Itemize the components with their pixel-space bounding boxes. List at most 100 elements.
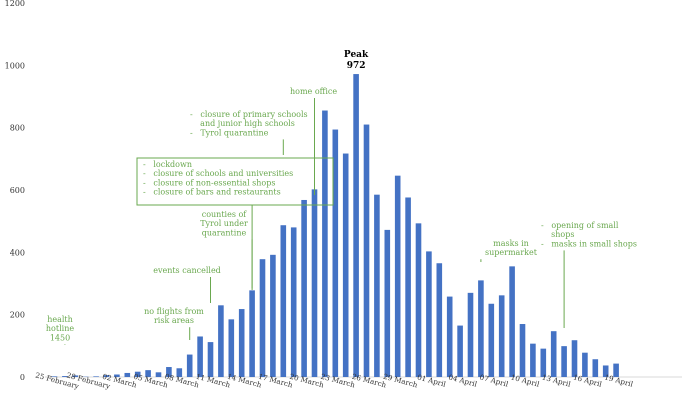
bar [124,372,131,377]
bar [384,229,391,377]
y-axis-ticks: 0 200 400 600 800 1000 1200 [5,0,25,382]
bar [488,303,495,377]
bar [186,354,193,377]
annotation-text: no flights from [144,307,204,316]
bar [582,352,588,377]
peak-label: Peak [344,50,369,60]
annotation-text: Tyrol under [200,219,248,228]
annotation-small-shops: - opening of small shops- masks in small… [541,221,637,328]
bar [540,348,547,377]
peak-annotation: Peak 972 [344,50,369,71]
bar [457,325,463,377]
bar [519,324,526,377]
annotation-text: home office [290,87,337,96]
annotation-text: hotline [46,324,74,333]
bar [363,124,370,377]
bar [613,363,619,377]
bar [290,227,297,377]
bar [592,359,599,377]
y-tick-label: 800 [10,124,25,133]
x-tick-label: 26 March [351,372,388,390]
annotation-box [136,157,334,206]
y-tick-label: 400 [10,248,25,257]
annotation-text: - closure of bars and restaurants [143,188,281,197]
x-tick-label: 08 March [164,372,201,390]
bar [561,346,567,377]
y-tick-label: 600 [10,186,25,195]
bar [311,189,318,377]
bar [155,372,162,377]
bar [530,343,536,377]
annotation-text: - Tyrol quarantine [190,128,269,137]
bar [571,340,578,377]
bar [93,376,99,377]
bar [415,223,422,377]
bar [467,292,474,377]
annotation-text: and junior high schools [190,119,295,128]
bar [145,370,151,377]
annotation-text: supermarket [485,248,538,257]
x-tick-label: 23 March [320,372,357,390]
bar [134,371,141,377]
bar [301,199,307,377]
bar [550,331,557,377]
bar [259,259,266,377]
annotation-text: - opening of small [541,221,619,230]
bar [218,305,224,377]
bar [405,197,411,377]
x-tick-label: 01 April [416,372,447,388]
annotation-text: shops [541,230,574,239]
bar [238,309,245,377]
bars-group [51,74,619,378]
bar [374,194,380,377]
x-tick-label: 07 April [479,372,510,388]
x-tick-label: 16 April [572,372,603,388]
x-tick-label: 20 March [289,372,326,390]
bar [353,74,359,377]
bar [426,251,432,377]
bar [197,336,203,377]
x-tick-label: 10 April [510,372,541,388]
bar [62,376,68,377]
x-tick-label: 13 April [541,372,572,388]
bar [176,368,183,377]
y-tick-label: 1200 [5,0,25,8]
x-tick-label: 04 April [447,372,478,388]
bar [436,263,443,377]
bar [249,290,255,377]
bar [280,225,287,377]
annotation-events-cancelled: events cancelled [153,266,221,303]
bar [332,129,339,377]
bar [322,110,328,378]
annotation-text: counties of [202,210,248,219]
annotation-text: - masks in small shops [541,239,637,248]
bar [72,375,79,377]
bar [509,266,515,377]
annotation-text: health [47,315,73,324]
annotation-text: 1450 [50,333,70,342]
x-tick-label: 19 April [603,372,634,388]
y-tick-label: 0 [20,373,25,382]
annotation-text: quarantine [202,228,247,237]
bar [342,153,349,377]
bar [228,319,235,377]
bar [103,375,110,377]
annotation-text: - lockdown [143,160,192,169]
annotation-home-office: home office [290,87,337,195]
y-tick-label: 1000 [5,61,25,70]
bar [270,254,276,377]
bar [207,342,214,377]
annotation-text: risk areas [154,316,194,325]
x-tick-label: 17 March [257,372,294,390]
bar [394,175,401,377]
bar [166,367,172,377]
bar [446,296,453,377]
bar [478,280,484,377]
x-tick-label: 29 March [382,372,419,390]
